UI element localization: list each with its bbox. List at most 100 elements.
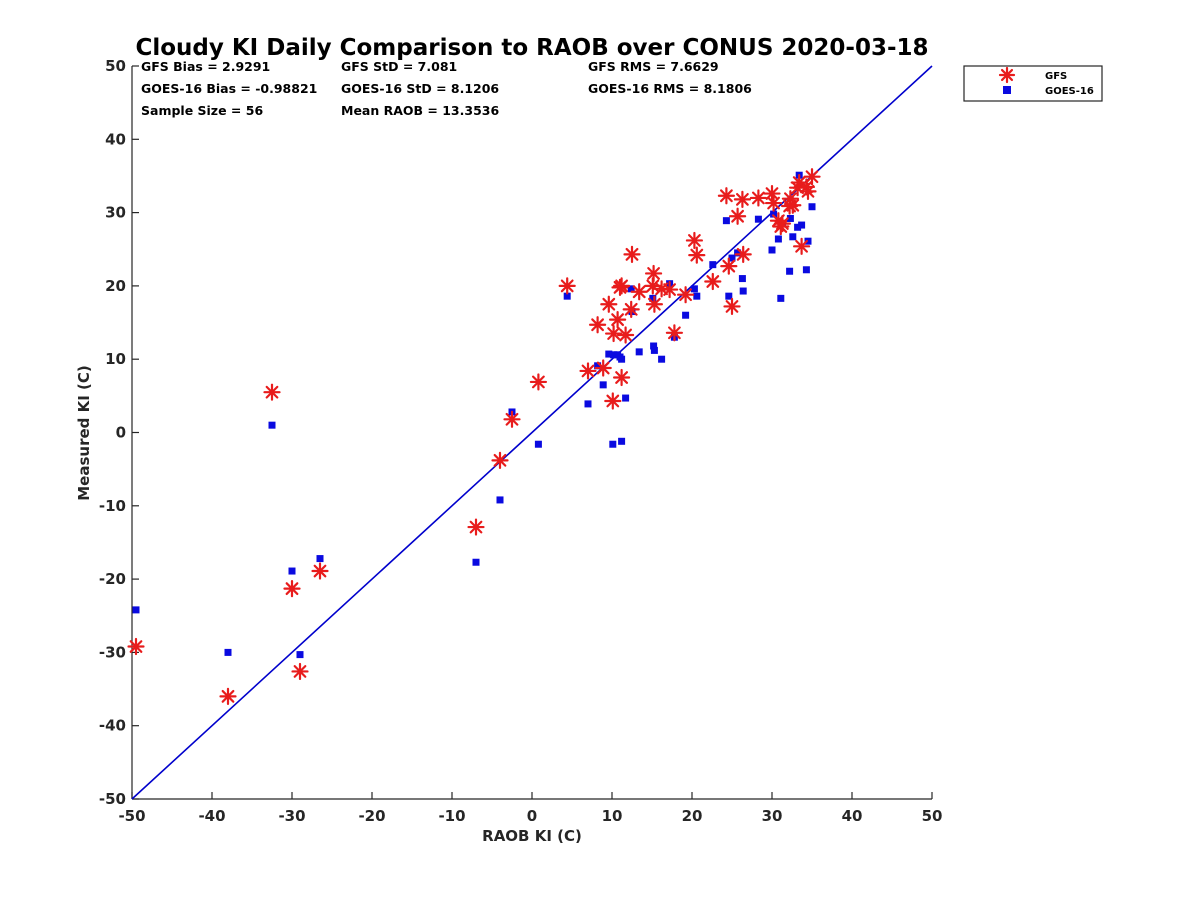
goes16-point [786, 267, 794, 275]
x-tick-label: 30 [762, 807, 783, 825]
gfs-point [784, 196, 802, 214]
goes16-point [682, 311, 690, 319]
goes16-point [472, 558, 480, 566]
goes16-point [599, 381, 607, 389]
gfs-point [622, 300, 640, 318]
y-tick-label: 30 [105, 204, 126, 222]
stat-mean-raob: Mean RAOB = 13.3536 [341, 103, 499, 118]
goes16-point [734, 249, 742, 257]
x-axis-label: RAOB KI (C) [482, 827, 582, 845]
goes16-point [728, 254, 736, 262]
gfs-point [799, 182, 817, 200]
gfs-point [579, 362, 597, 380]
y-tick-label: 50 [105, 57, 126, 75]
gfs-point [263, 383, 281, 401]
gfs-point [723, 297, 741, 316]
gfs-point [685, 231, 704, 250]
goes16-point [605, 350, 613, 358]
goes16-point [725, 292, 733, 300]
goes16-point [789, 233, 797, 241]
gfs-point [728, 207, 747, 225]
legend: GFS GOES-16 [963, 65, 1103, 102]
gfs-point [127, 637, 145, 656]
goes16-point [738, 275, 746, 283]
stat-gfs-std: GFS StD = 7.081 [341, 59, 457, 74]
gfs-point [529, 373, 548, 391]
x-tick-label: -30 [278, 807, 305, 825]
x-tick-label: 50 [922, 807, 943, 825]
gfs-series [127, 168, 821, 705]
y-ticks: 50 40 30 20 10 0 -10 -20 -30 -40 -50 [99, 57, 139, 808]
goes16-point [777, 294, 785, 302]
goes16-point [770, 210, 778, 218]
gfs-point [763, 184, 781, 203]
gfs-point [608, 311, 627, 329]
goes16-point [534, 440, 542, 448]
goes16-point [316, 555, 324, 563]
gfs-point [773, 214, 792, 233]
gfs-point [219, 687, 237, 705]
gfs-point [644, 264, 663, 283]
stat-goes-rms: GOES-16 RMS = 8.1806 [588, 81, 752, 96]
gfs-point [616, 326, 635, 344]
y-tick-label: 10 [105, 350, 126, 368]
gfs-point [733, 190, 752, 209]
x-tick-label: -40 [198, 807, 225, 825]
goes16-point [296, 651, 304, 659]
gfs-point [558, 277, 576, 295]
stat-gfs-rms: GFS RMS = 7.6629 [588, 59, 719, 74]
legend-goes16-label: GOES-16 [1045, 86, 1094, 97]
goes16-point [609, 440, 617, 448]
goes16-point [496, 496, 504, 504]
x-tick-label: 10 [602, 807, 623, 825]
gfs-point [660, 280, 679, 299]
gfs-point [467, 518, 485, 536]
y-tick-label: -20 [99, 570, 126, 588]
y-axis-label: Measured KI (C) [75, 365, 93, 501]
gfs-point [283, 580, 301, 598]
gfs-point [604, 324, 623, 343]
goes16-point [584, 400, 592, 408]
stat-sample-size: Sample Size = 56 [141, 103, 263, 118]
gfs-point [792, 237, 811, 255]
gfs-point [612, 277, 631, 295]
gfs-point [734, 245, 752, 263]
gfs-point [717, 187, 736, 205]
gfs-point [704, 272, 722, 291]
goes16-point [690, 285, 698, 293]
goes16-point [622, 394, 630, 402]
gfs-point [594, 359, 612, 377]
gfs-point [688, 246, 706, 264]
goes16-point [794, 223, 802, 231]
goes16-point [754, 215, 762, 223]
stat-goes-std: GOES-16 StD = 8.1206 [341, 81, 499, 96]
goes16-point [768, 246, 776, 254]
goes16-point [618, 355, 626, 363]
y-tick-label: 0 [116, 424, 126, 442]
goes16-point [610, 351, 618, 359]
goes16-point [808, 203, 816, 211]
goes16-point [804, 237, 812, 245]
legend-gfs-label: GFS [1045, 71, 1067, 82]
stat-goes-bias: GOES-16 Bias = -0.98821 [141, 81, 317, 96]
gfs-point [764, 194, 783, 212]
goes16-point [786, 214, 794, 222]
goes16-point [722, 217, 730, 225]
y-tick-label: -40 [99, 717, 126, 735]
gfs-point [623, 245, 641, 263]
gfs-point [676, 286, 695, 304]
gfs-point [291, 662, 309, 681]
x-tick-label: 0 [527, 807, 537, 825]
goes16-point [594, 362, 602, 370]
y-tick-label: -30 [99, 643, 126, 661]
legend-gfs-marker [998, 66, 1016, 84]
goes16-point [650, 342, 658, 350]
gfs-point [803, 168, 821, 186]
legend-goes16-marker [1003, 86, 1011, 94]
goes16-point [802, 266, 810, 274]
legend-box [963, 65, 1103, 102]
y-tick-label: 40 [105, 130, 126, 148]
goes16-point [132, 606, 140, 614]
